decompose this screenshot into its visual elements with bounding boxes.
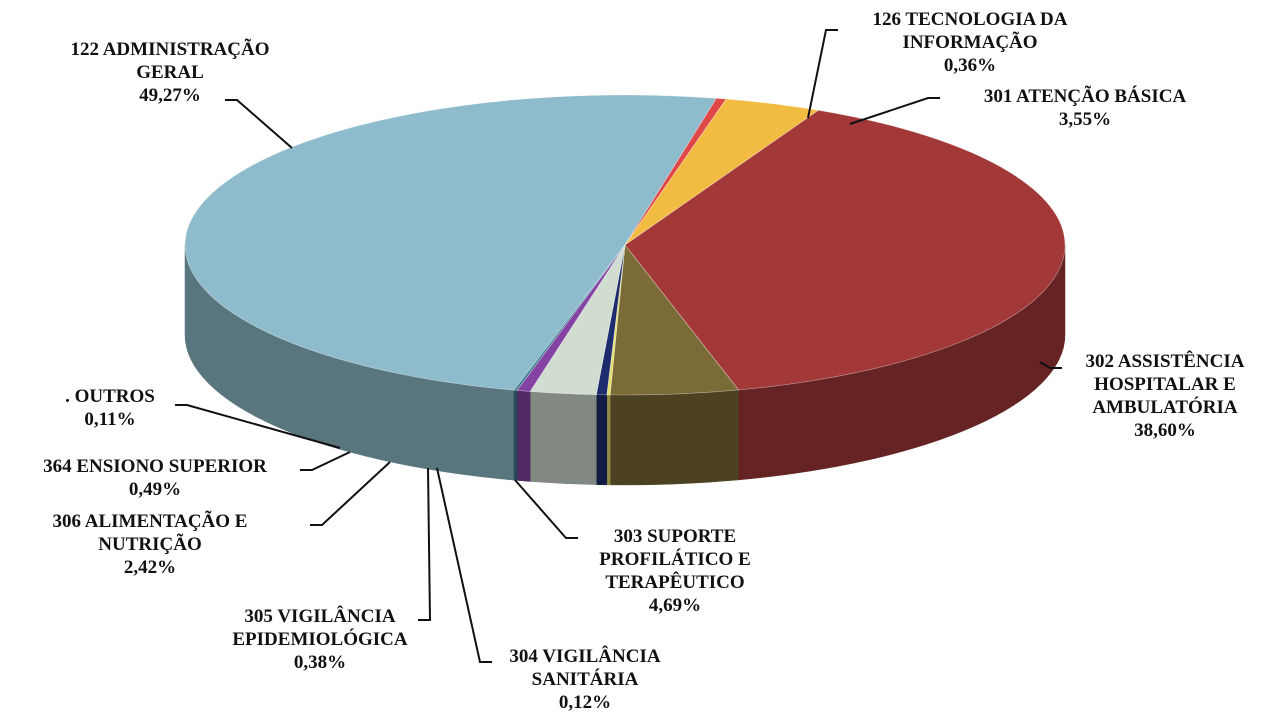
leader-line [310,461,391,526]
value-label: 3,55% [1058,109,1112,130]
leader-line [436,467,492,663]
value-label: 38,60% [1134,420,1196,441]
slice-side [609,389,739,486]
slice-label: 126 TECNOLOGIA DA INFORMAÇÃO 0,36% [855,8,1085,77]
category-name: 364 ENSIONO SUPERIOR [43,456,267,477]
leader-line [849,97,940,125]
slice [624,109,1066,391]
slice-side [529,391,597,485]
slice [184,94,717,391]
slice-label: 122 ADMINISTRAÇÃO GERAL 49,27% [60,38,280,107]
value-label: 0,11% [84,409,136,430]
category-name: . OUTROS [65,386,155,407]
slice [513,244,626,391]
leader-line [225,99,293,149]
value-label: 4,69% [648,595,702,616]
leader-line [418,467,432,621]
value-label: 0,38% [293,652,347,673]
value-label: 49,27% [139,85,201,106]
leader-line [300,451,351,471]
slice-label: 302 ASSISTÊNCIA HOSPITALAR E AMBULATÓRIA… [1060,350,1270,442]
slice-label: 304 VIGILÂNCIA SANITÁRIA 0,12% [490,645,680,714]
category-name: 126 TECNOLOGIA DA INFORMAÇÃO [872,9,1068,53]
slice-label: 305 VIGILÂNCIA EPIDEMIOLÓGICA 0,38% [215,605,425,674]
category-name: 122 ADMINISTRAÇÃO GERAL [70,39,270,83]
slice-label: . OUTROS 0,11% [35,385,185,431]
slice-label: 301 ATENÇÃO BÁSICA 3,55% [955,85,1215,131]
category-name: 301 ATENÇÃO BÁSICA [983,86,1187,107]
leader-line [1039,361,1062,369]
leader-line [807,29,838,119]
value-label: 2,42% [123,557,177,578]
category-name: 305 VIGILÂNCIA EPIDEMIOLÓGICA [232,606,408,650]
leader-line [175,404,341,449]
category-name: 302 ASSISTÊNCIA HOSPITALAR E AMBULATÓRIA [1085,351,1245,418]
category-name: 303 SUPORTE PROFILÁTICO E TERAPÊUTICO [599,526,751,593]
category-name: 304 VIGILÂNCIA SANITÁRIA [509,646,661,690]
slice-side [513,389,518,481]
value-label: 0,49% [128,479,182,500]
leader-line [514,479,578,539]
value-label: 0,12% [558,692,612,713]
slice-side [596,394,608,486]
slice-label: 303 SUPORTE PROFILÁTICO E TERAPÊUTICO 4,6… [580,525,770,617]
category-name: 306 ALIMENTAÇÃO E NUTRIÇÃO [52,511,248,555]
value-label: 0,36% [943,55,997,76]
slice-label: 364 ENSIONO SUPERIOR 0,49% [5,455,305,501]
slice-side [516,390,531,482]
slice-side [606,394,611,486]
slice-label: 306 ALIMENTAÇÃO E NUTRIÇÃO 2,42% [30,510,270,579]
